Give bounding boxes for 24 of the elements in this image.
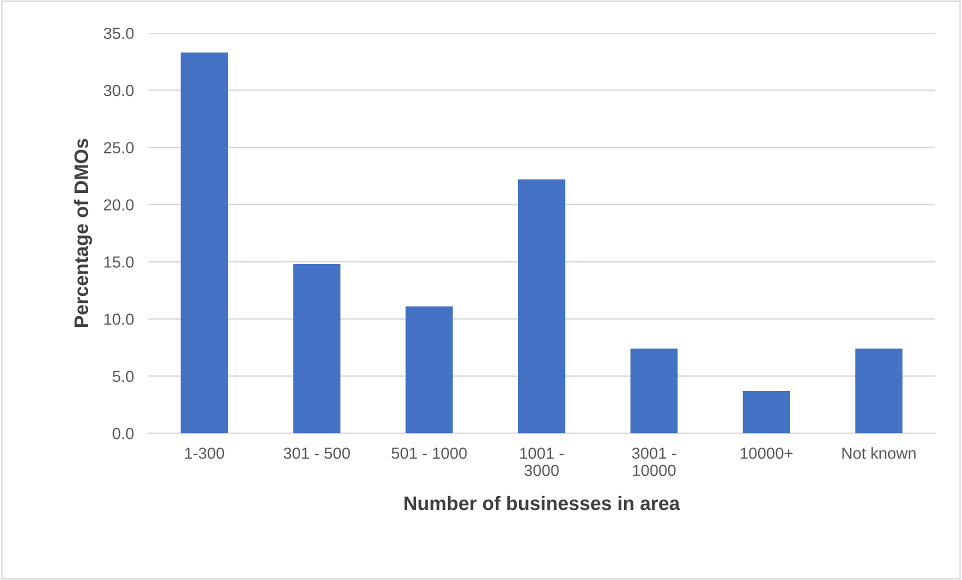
x-tick-label: 3001 - 10000: [632, 448, 676, 476]
x-tick-label: 301 - 500: [284, 448, 350, 459]
x-tick-label: 1001 - 3000: [520, 448, 564, 476]
y-tick-label: 0.0: [112, 428, 134, 440]
y-tick-label: 35.0: [104, 28, 134, 40]
bar: [855, 348, 902, 434]
x-axis-title: Number of businesses in area: [404, 496, 680, 510]
bar: [180, 52, 228, 434]
bar: [742, 390, 790, 434]
y-tick-label: 15.0: [104, 256, 134, 268]
bar: [518, 179, 566, 434]
y-tick-label: 10.0: [104, 314, 134, 325]
x-tick-label: 1-300: [185, 448, 224, 459]
y-axis-title: Percentage of DMOs: [74, 138, 92, 327]
y-tick-label: 5.0: [112, 370, 134, 382]
y-tick-label: 30.0: [104, 84, 134, 96]
x-tick-label: 501 - 1000: [392, 448, 467, 459]
bar: [293, 264, 340, 434]
x-tick-label: Not known: [842, 447, 916, 459]
y-tick-label: 25.0: [104, 142, 134, 154]
y-tick-label: 20.0: [104, 199, 134, 211]
x-tick-label: 10000+: [740, 448, 793, 459]
bar: [630, 348, 678, 434]
bar: [406, 306, 453, 434]
